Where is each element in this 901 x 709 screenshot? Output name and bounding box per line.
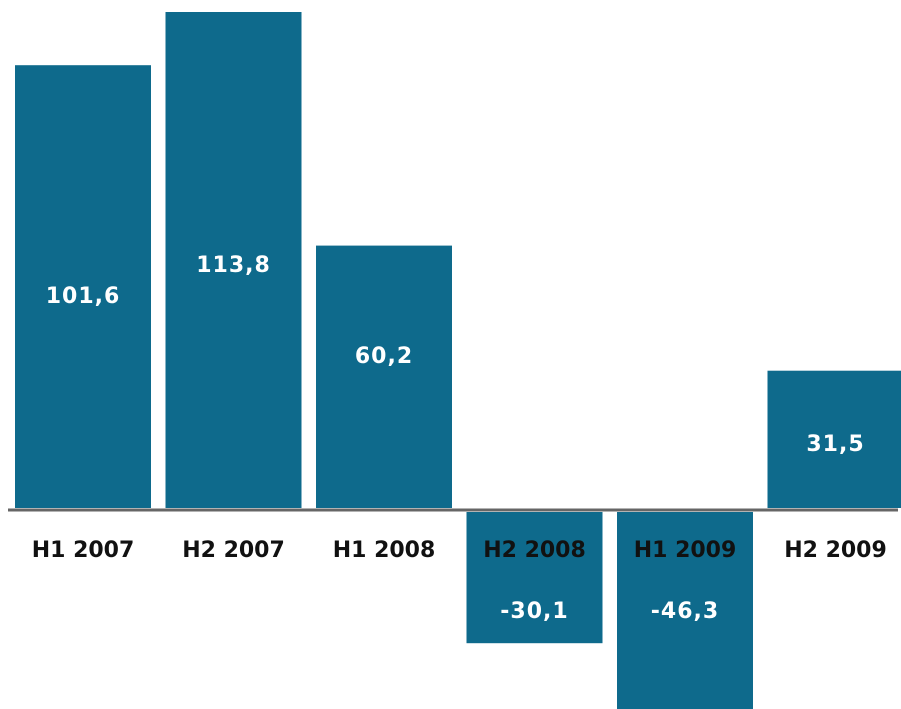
bar-h1-2007: [15, 65, 151, 508]
category-label-h1-2007: H1 2007: [32, 538, 135, 563]
bar-h2-2009: [767, 370, 901, 508]
value-label-h2-2007: 113,8: [196, 253, 271, 278]
value-label-h2-2009: 31,5: [806, 432, 864, 457]
bar-h2-2008: [466, 512, 603, 644]
value-label-h1-2009: -46,3: [651, 599, 719, 624]
value-label-h1-2007: 101,6: [46, 284, 121, 309]
category-label-h1-2008: H1 2008: [333, 538, 436, 563]
category-label-h2-2009: H2 2009: [784, 538, 887, 563]
category-labels-group: H1 2007 H2 2007 H1 2008 H2 2008 H1 2009 H2 20…: [32, 538, 887, 563]
category-label-h2-2008: H2 2008: [483, 538, 586, 563]
bar-h1-2008: [316, 245, 452, 508]
value-label-h2-2008: -30,1: [500, 599, 568, 624]
category-label-h1-2009: H1 2009: [634, 538, 737, 563]
category-label-h2-2007: H2 2007: [182, 538, 285, 563]
value-label-h1-2008: 60,2: [355, 344, 413, 369]
bar-h2-2007: [165, 12, 302, 508]
bars-group: [15, 12, 901, 709]
value-labels-group: 101,6 113,8 60,2 -30,1 -46,3 31,5: [46, 253, 864, 624]
bar-h1-2009: [617, 512, 753, 709]
